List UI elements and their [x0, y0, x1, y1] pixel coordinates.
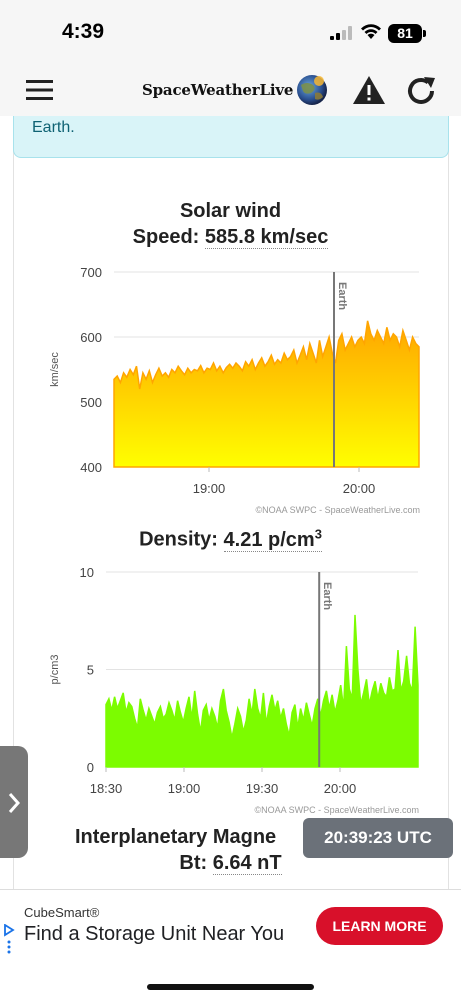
bottom-safe-area: [0, 961, 461, 1000]
learn-more-button[interactable]: LEARN MORE: [316, 907, 443, 945]
speed-line: Speed: 585.8 km/sec: [0, 226, 461, 249]
density-line: Density: 4.21 p/cm3: [0, 526, 461, 552]
x-tick-label: 19:00: [193, 481, 226, 496]
y-tick-label: 700: [80, 265, 102, 280]
x-tick-label: 20:00: [324, 781, 357, 796]
x-tick-label: 18:30: [90, 781, 123, 796]
app-header: SpaceWeatherLive: [0, 64, 461, 116]
battery-icon: 81: [388, 24, 426, 43]
bt-value[interactable]: 6.64 nT: [212, 852, 282, 875]
ad-brand: CubeSmart®: [24, 905, 100, 920]
speed-label: Speed:: [132, 226, 200, 248]
y-tick-label: 5: [87, 663, 94, 678]
y-tick-label: 10: [80, 565, 94, 580]
status-bar: 4:39 81: [0, 0, 461, 64]
data-area: [113, 320, 420, 468]
density-chart: 0 5 10 18:30 19:00 19:30 20:00 Earth p/cm3 ©NOAA …: [49, 565, 419, 815]
info-text: Earth.: [32, 119, 75, 136]
y-tick-label: 600: [80, 330, 102, 345]
info-box: Earth.: [13, 116, 449, 158]
utc-clock: 20:39:23 UTC: [303, 818, 453, 858]
density-label: Density:: [139, 528, 218, 551]
refresh-icon[interactable]: [404, 74, 438, 108]
earth-marker-label: Earth: [321, 582, 333, 610]
menu-icon[interactable]: [26, 80, 53, 100]
bt-label: Bt:: [179, 852, 208, 874]
chart-credit: ©NOAA SWPC - SpaceWeatherLive.com: [255, 505, 420, 515]
x-tick-label: 20:00: [343, 481, 376, 496]
ad-choices-icon[interactable]: [3, 924, 15, 954]
earth-marker-label: Earth: [336, 282, 348, 310]
density-number: 4.21 p/cm: [223, 528, 315, 551]
chevron-right-icon: [8, 793, 21, 813]
y-tick-label: 0: [87, 760, 94, 775]
globe-icon: [297, 75, 328, 105]
y-tick-label: 500: [80, 395, 102, 410]
side-drawer-tab[interactable]: [0, 746, 28, 858]
x-tick-label: 19:00: [168, 781, 201, 796]
signal-icon: [330, 26, 352, 40]
density-value[interactable]: 4.21 p/cm3: [223, 526, 322, 552]
solar-wind-title: Solar wind: [179, 200, 282, 222]
speed-value[interactable]: 585.8 km/sec: [204, 226, 329, 249]
y-axis-label: p/cm3: [49, 655, 61, 685]
site-logo[interactable]: SpaceWeatherLive: [142, 72, 329, 108]
warning-icon[interactable]: [352, 74, 386, 106]
density-exponent: 3: [314, 526, 322, 541]
ad-banner[interactable]: CubeSmart® Find a Storage Unit Near You …: [0, 889, 461, 961]
logo-text: SpaceWeatherLive: [142, 81, 294, 99]
home-indicator[interactable]: [147, 984, 314, 990]
imf-title: Interplanetary Magne: [75, 826, 277, 848]
chart-credit: ©NOAA SWPC - SpaceWeatherLive.com: [254, 805, 419, 815]
x-tick-label: 19:30: [246, 781, 279, 796]
ad-headline[interactable]: Find a Storage Unit Near You: [24, 923, 285, 945]
bt-line: Bt: 6.64 nT: [0, 852, 461, 875]
speed-chart: 400 500 600 700 19:00 20:00 Earth km/sec ©NOAA S…: [49, 265, 420, 515]
y-axis-label: km/sec: [49, 352, 61, 387]
y-tick-label: 400: [80, 460, 102, 475]
status-time: 4:39: [62, 20, 105, 43]
data-area: [105, 614, 419, 768]
wifi-icon: [361, 24, 381, 39]
